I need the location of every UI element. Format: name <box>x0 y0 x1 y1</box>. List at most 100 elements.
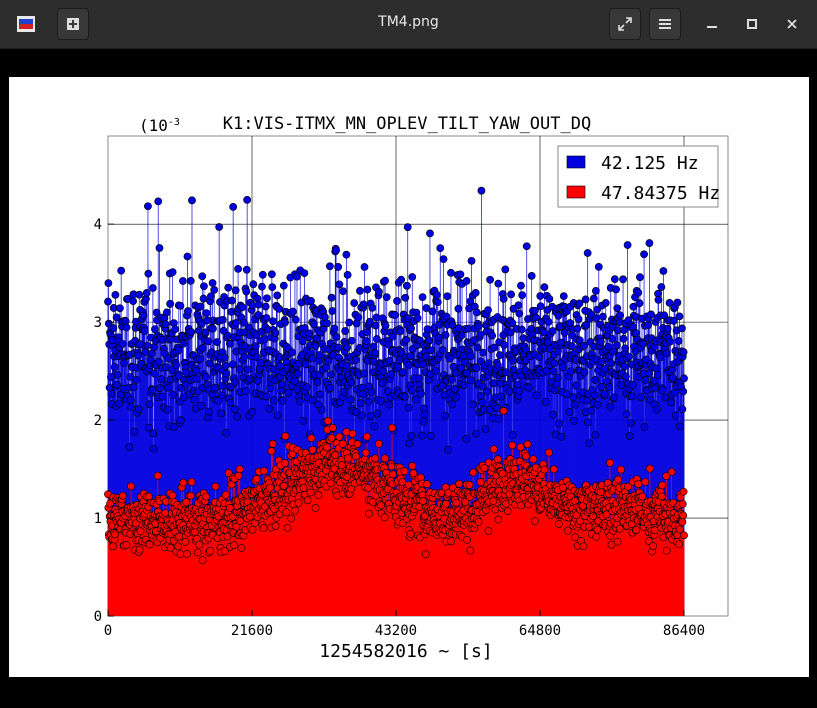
data-point <box>580 368 589 377</box>
data-point <box>222 428 231 437</box>
data-point <box>439 255 448 264</box>
data-point <box>343 270 352 279</box>
data-point <box>149 444 158 453</box>
data-point <box>276 361 285 370</box>
data-point <box>225 339 234 348</box>
data-point <box>140 327 149 335</box>
data-point <box>221 353 229 362</box>
close-button[interactable] <box>780 12 804 36</box>
data-point <box>607 359 616 368</box>
data-point <box>136 527 145 536</box>
data-point <box>168 268 177 277</box>
data-point <box>616 311 625 320</box>
data-point <box>117 266 126 275</box>
data-point <box>327 293 336 302</box>
data-point <box>365 509 373 518</box>
data-point <box>293 272 301 281</box>
new-tab-button[interactable] <box>57 8 89 40</box>
data-point <box>401 293 410 302</box>
data-point <box>110 363 119 372</box>
minimize-button[interactable] <box>700 12 724 36</box>
data-point <box>591 431 600 440</box>
data-point <box>414 374 423 383</box>
data-point <box>658 386 667 394</box>
data-point <box>656 353 665 362</box>
data-point <box>629 302 638 311</box>
data-point <box>328 307 337 315</box>
data-point <box>640 423 649 431</box>
data-point <box>323 357 332 365</box>
data-point <box>201 328 210 337</box>
data-point <box>172 361 181 370</box>
data-point <box>448 321 457 330</box>
data-point <box>557 432 566 441</box>
data-point <box>459 381 468 389</box>
data-point <box>584 418 592 427</box>
data-point <box>574 315 583 323</box>
data-point <box>210 286 219 294</box>
data-point <box>209 324 217 333</box>
data-point <box>118 339 127 348</box>
data-point <box>407 324 415 333</box>
data-point <box>267 270 276 279</box>
data-point <box>339 387 348 396</box>
data-point <box>248 525 257 534</box>
data-point <box>497 392 506 401</box>
data-point <box>314 491 323 499</box>
data-point <box>126 396 135 404</box>
data-point <box>406 352 415 360</box>
data-point <box>198 272 207 281</box>
data-point <box>358 383 366 392</box>
data-point <box>505 387 514 396</box>
data-point <box>327 370 336 379</box>
data-point <box>279 281 288 290</box>
data-point <box>575 299 584 308</box>
data-point <box>288 348 296 357</box>
maximize-button[interactable] <box>740 12 764 36</box>
data-point <box>244 323 253 332</box>
data-point <box>548 327 557 335</box>
data-point <box>326 383 335 392</box>
data-point <box>645 369 653 377</box>
data-point <box>306 488 315 497</box>
data-point <box>347 378 356 387</box>
data-point <box>673 298 682 307</box>
data-point <box>130 383 138 392</box>
data-point <box>652 364 661 373</box>
data-point <box>176 550 185 559</box>
data-point <box>228 360 237 369</box>
maximize-icon <box>747 19 757 29</box>
data-point <box>258 282 266 291</box>
app-icon <box>17 16 35 32</box>
data-point <box>217 391 226 400</box>
data-point <box>171 325 180 334</box>
data-point <box>356 399 365 408</box>
data-point <box>600 390 609 399</box>
data-point <box>393 297 401 305</box>
data-point <box>283 523 292 532</box>
data-point <box>323 443 331 452</box>
data-point <box>447 375 456 384</box>
fullscreen-button[interactable] <box>609 8 641 40</box>
data-point <box>598 312 607 321</box>
data-point <box>408 461 417 470</box>
data-point <box>104 297 112 306</box>
data-point <box>342 361 351 370</box>
data-point <box>273 411 282 420</box>
data-point <box>675 422 684 430</box>
data-point <box>135 290 144 299</box>
data-point <box>379 367 387 376</box>
data-point <box>154 197 163 206</box>
data-point <box>154 357 163 366</box>
data-point <box>409 469 418 478</box>
data-point <box>508 319 517 327</box>
data-point <box>532 391 541 400</box>
data-point <box>441 331 450 339</box>
data-point <box>391 311 399 319</box>
data-point <box>471 288 480 297</box>
image-viewer[interactable]: 0 21600 43200 64800 86400 0 1 2 3 4 (10-3 K1:VIS-… <box>0 49 817 708</box>
data-point <box>202 492 210 501</box>
menu-button[interactable] <box>649 8 681 40</box>
data-point <box>170 422 179 431</box>
data-point <box>287 514 296 523</box>
